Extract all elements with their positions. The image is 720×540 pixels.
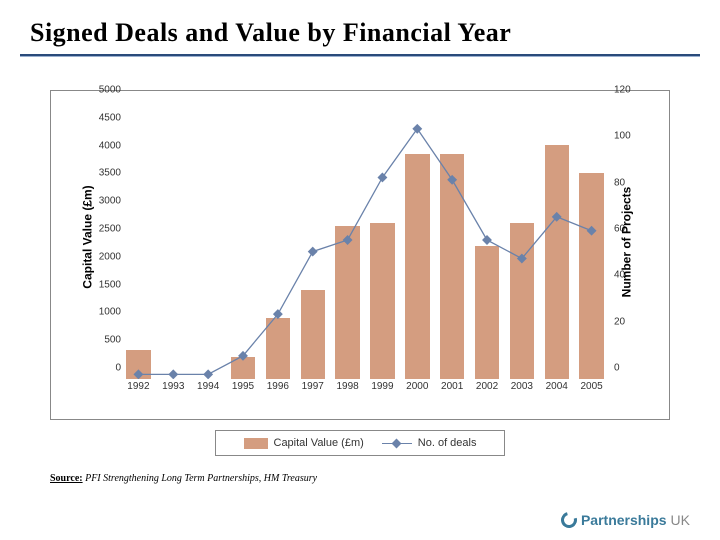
y-right-tick: 120: [609, 85, 659, 96]
logo-text-bold: Partnerships: [581, 512, 667, 528]
y-left-tick: 4000: [71, 140, 121, 151]
title-underline: [20, 54, 700, 57]
y-axis-left: 0500100015002000250030003500400045005000: [71, 101, 121, 379]
partnerships-uk-logo: PartnershipsUK: [561, 512, 690, 528]
y-axis-right: 020406080100120: [609, 101, 659, 379]
x-tick: 1993: [156, 381, 191, 401]
x-tick: 1999: [365, 381, 400, 401]
x-tick: 2001: [435, 381, 470, 401]
y-left-tick: 0: [71, 363, 121, 374]
y-left-tick: 3500: [71, 168, 121, 179]
x-tick: 2004: [539, 381, 574, 401]
line-marker: [308, 247, 318, 257]
y-right-tick: 0: [609, 363, 659, 374]
y-left-tick: 2500: [71, 224, 121, 235]
x-tick: 1995: [226, 381, 261, 401]
y-axis-right-label: Number of Projects: [620, 187, 634, 298]
x-tick: 1996: [260, 381, 295, 401]
source-citation: Source: PFI Strengthening Long Term Part…: [50, 473, 317, 484]
line-marker: [168, 369, 178, 379]
line-marker: [133, 369, 143, 379]
y-left-tick: 5000: [71, 85, 121, 96]
line-marker: [482, 235, 492, 245]
page-title: Signed Deals and Value by Financial Year: [0, 0, 720, 54]
y-right-tick: 40: [609, 270, 659, 281]
line-marker: [377, 173, 387, 183]
source-label: Source:: [50, 473, 83, 484]
y-right-tick: 100: [609, 131, 659, 142]
legend: Capital Value (£m) No. of deals: [215, 430, 505, 456]
line-marker: [412, 124, 422, 134]
line-marker: [447, 175, 457, 185]
logo-ring-icon: [558, 509, 580, 531]
y-right-tick: 60: [609, 224, 659, 235]
y-right-tick: 20: [609, 316, 659, 327]
plot-area: [121, 101, 609, 379]
line-layer: [121, 101, 609, 379]
x-tick: 2000: [400, 381, 435, 401]
x-tick: 1994: [191, 381, 226, 401]
legend-bar-label: Capital Value (£m): [274, 437, 364, 449]
y-left-tick: 1000: [71, 307, 121, 318]
y-left-tick: 4500: [71, 112, 121, 123]
x-axis: 1992199319941995199619971998199920002001…: [121, 381, 609, 401]
legend-item-bar: Capital Value (£m): [244, 437, 364, 449]
y-left-tick: 500: [71, 335, 121, 346]
legend-item-line: No. of deals: [382, 437, 477, 449]
line-marker: [587, 226, 597, 236]
x-tick: 1992: [121, 381, 156, 401]
x-tick: 2005: [574, 381, 609, 401]
y-left-tick: 3000: [71, 196, 121, 207]
legend-line-label: No. of deals: [418, 437, 477, 449]
legend-line-swatch: [382, 437, 412, 449]
x-tick: 2003: [504, 381, 539, 401]
line-marker: [203, 369, 213, 379]
y-left-tick: 1500: [71, 279, 121, 290]
y-left-tick: 2000: [71, 251, 121, 262]
line-series: [138, 129, 591, 375]
y-axis-left-label: Capital Value (£m): [81, 185, 95, 288]
line-marker: [343, 235, 353, 245]
x-tick: 2002: [470, 381, 505, 401]
x-tick: 1997: [295, 381, 330, 401]
logo-text-light: UK: [671, 512, 690, 528]
legend-bar-swatch: [244, 438, 268, 449]
x-tick: 1998: [330, 381, 365, 401]
y-right-tick: 80: [609, 177, 659, 188]
source-text: PFI Strengthening Long Term Partnerships…: [85, 473, 317, 484]
chart-frame: 0500100015002000250030003500400045005000…: [50, 90, 670, 420]
